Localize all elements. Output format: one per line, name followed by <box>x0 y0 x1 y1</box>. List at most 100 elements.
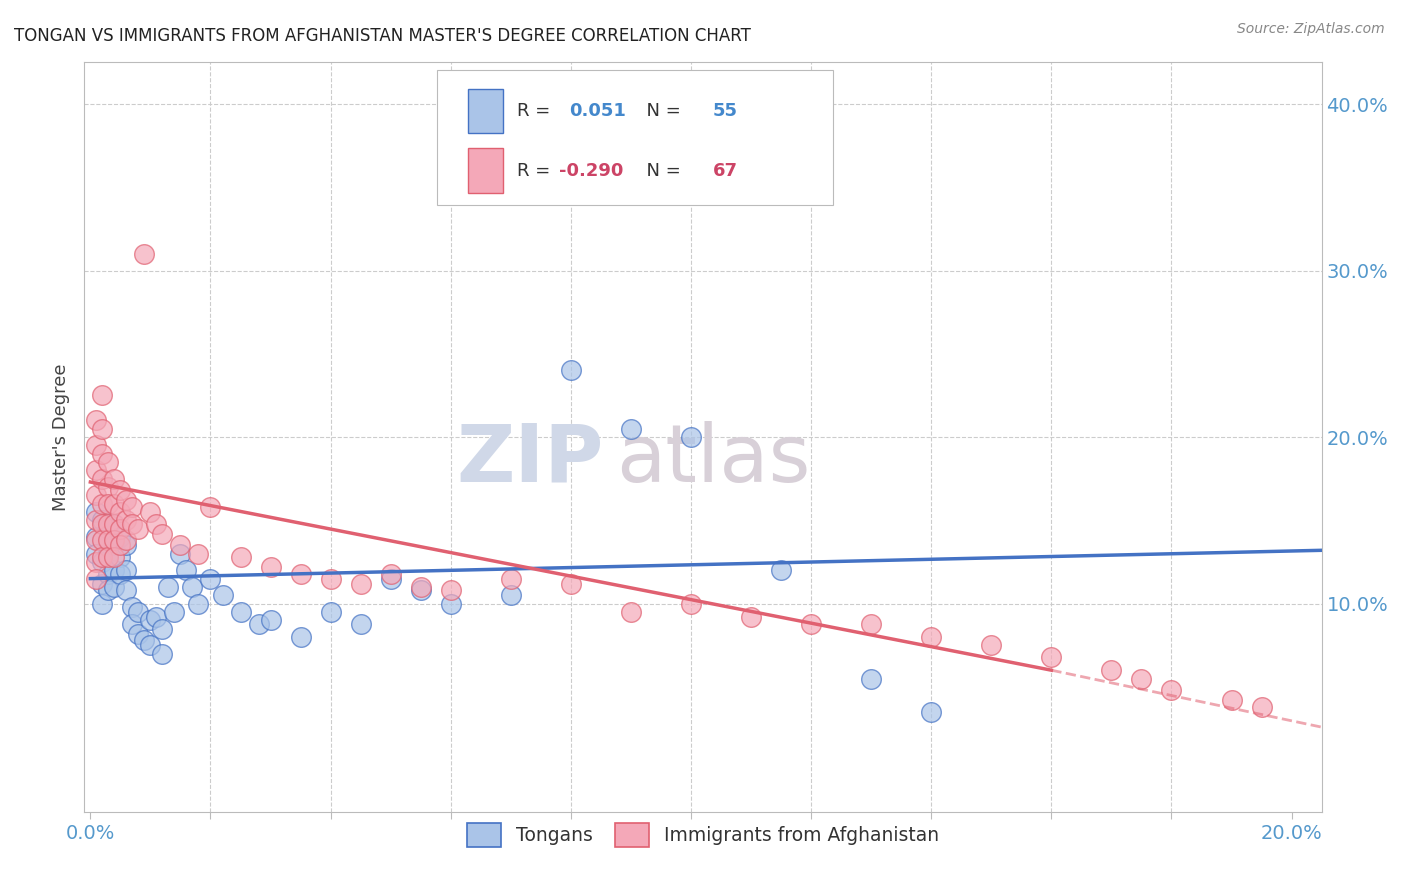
Point <box>1160 683 1182 698</box>
Point <box>91 447 114 461</box>
Point <box>620 422 643 436</box>
Point <box>211 588 233 602</box>
Point <box>110 549 132 564</box>
Point <box>97 549 120 564</box>
Point <box>560 576 582 591</box>
Point <box>145 516 167 531</box>
Point <box>169 547 191 561</box>
Point <box>1099 663 1122 677</box>
Point <box>229 549 252 564</box>
Point <box>86 530 108 544</box>
Point <box>920 705 942 719</box>
Point <box>97 497 120 511</box>
FancyBboxPatch shape <box>468 148 502 194</box>
Text: TONGAN VS IMMIGRANTS FROM AFGHANISTAN MASTER'S DEGREE CORRELATION CHART: TONGAN VS IMMIGRANTS FROM AFGHANISTAN MA… <box>14 27 751 45</box>
Point <box>86 488 108 502</box>
Text: ZIP: ZIP <box>457 420 605 499</box>
Point <box>800 616 823 631</box>
Point <box>121 616 143 631</box>
Point <box>121 500 143 514</box>
Point <box>91 472 114 486</box>
Point <box>127 605 149 619</box>
Point <box>152 647 174 661</box>
Point <box>319 572 342 586</box>
Point <box>1130 672 1153 686</box>
Point <box>91 576 114 591</box>
Point <box>115 583 138 598</box>
Point <box>121 599 143 614</box>
Point <box>103 549 125 564</box>
Point <box>920 630 942 644</box>
Point <box>152 622 174 636</box>
Point <box>169 538 191 552</box>
Text: 55: 55 <box>713 102 738 120</box>
Point <box>380 566 402 581</box>
Point <box>134 247 156 261</box>
Text: N =: N = <box>636 162 686 180</box>
Point <box>409 580 432 594</box>
Point <box>110 538 132 552</box>
Point <box>139 613 162 627</box>
Point <box>127 522 149 536</box>
Point <box>1220 693 1243 707</box>
Point <box>620 605 643 619</box>
Point <box>200 500 222 514</box>
Point <box>97 516 120 531</box>
Point <box>187 547 209 561</box>
Text: N =: N = <box>636 102 686 120</box>
Text: Source: ZipAtlas.com: Source: ZipAtlas.com <box>1237 22 1385 37</box>
Text: -0.290: -0.290 <box>560 162 624 180</box>
Point <box>86 555 108 569</box>
Point <box>409 583 432 598</box>
Point <box>86 513 108 527</box>
Point <box>259 560 281 574</box>
Point <box>110 522 132 536</box>
Point <box>110 566 132 581</box>
Point <box>290 566 312 581</box>
Point <box>103 472 125 486</box>
FancyBboxPatch shape <box>468 88 502 134</box>
Point <box>499 588 522 602</box>
Point <box>770 563 793 577</box>
Point <box>247 616 270 631</box>
Point <box>229 605 252 619</box>
Point <box>115 538 138 552</box>
Point <box>91 497 114 511</box>
FancyBboxPatch shape <box>437 70 832 205</box>
Point <box>103 516 125 531</box>
Point <box>440 583 463 598</box>
Legend: Tongans, Immigrants from Afghanistan: Tongans, Immigrants from Afghanistan <box>460 815 946 855</box>
Point <box>187 597 209 611</box>
Point <box>163 605 186 619</box>
Point <box>91 513 114 527</box>
Point <box>157 580 180 594</box>
Point <box>181 580 204 594</box>
Point <box>740 610 762 624</box>
Point <box>86 533 108 548</box>
Point <box>103 538 125 552</box>
Point <box>91 597 114 611</box>
Point <box>91 422 114 436</box>
Point <box>121 516 143 531</box>
Y-axis label: Master's Degree: Master's Degree <box>52 363 70 511</box>
Point <box>290 630 312 644</box>
Point <box>91 516 114 531</box>
Point <box>97 547 120 561</box>
Point <box>319 605 342 619</box>
Point <box>97 566 120 581</box>
Point <box>380 572 402 586</box>
Point <box>115 563 138 577</box>
Text: R =: R = <box>517 102 562 120</box>
Point <box>200 572 222 586</box>
Point <box>86 547 108 561</box>
Point <box>103 497 125 511</box>
Point <box>440 597 463 611</box>
Text: 0.051: 0.051 <box>569 102 626 120</box>
Point <box>97 522 120 536</box>
Text: 67: 67 <box>713 162 738 180</box>
Point <box>350 576 373 591</box>
Point <box>110 483 132 498</box>
Point <box>145 610 167 624</box>
Point <box>560 363 582 377</box>
Point <box>860 616 883 631</box>
